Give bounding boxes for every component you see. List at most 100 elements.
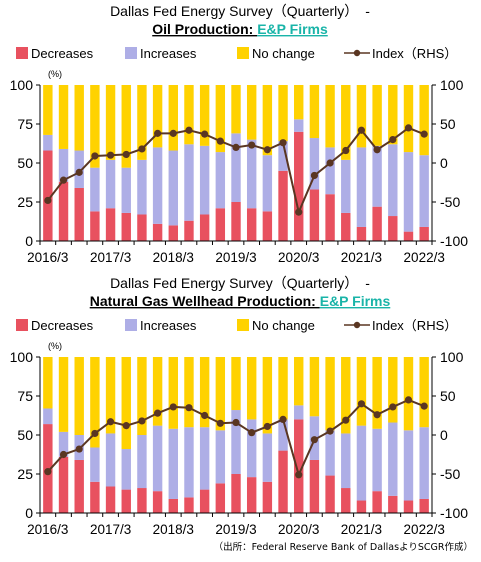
bar-no-change	[58, 357, 69, 432]
bar-no-change	[419, 357, 429, 428]
bar-increases	[278, 141, 288, 171]
bar-no-change	[356, 357, 367, 426]
bar-no-change	[246, 85, 257, 140]
index-point	[216, 137, 224, 145]
bar-no-change	[168, 85, 178, 151]
index-point	[216, 419, 224, 427]
bar-no-change	[419, 85, 429, 156]
bar-decreases	[74, 459, 84, 513]
bar-increases	[388, 422, 398, 496]
bar-no-change	[388, 357, 398, 423]
x-tick-label: 2020/3	[278, 250, 319, 265]
bar-decreases	[137, 214, 147, 241]
left-tick-label: 25	[17, 194, 33, 210]
bar-increases	[278, 419, 288, 451]
right-tick-label: 0	[440, 155, 448, 171]
index-point	[75, 168, 83, 176]
x-tick-label: 2016/3	[27, 250, 68, 265]
index-point	[420, 130, 428, 138]
index-point	[154, 409, 162, 417]
legend-index-marker	[353, 49, 361, 57]
bar-no-change	[90, 357, 100, 448]
chart-title-line1: Dallas Fed Energy Survey（Quarterly） -	[110, 3, 370, 19]
bar-decreases	[168, 498, 178, 513]
bar-no-change	[325, 357, 335, 431]
bar-increases	[137, 435, 147, 489]
bar-increases	[294, 405, 304, 420]
x-tick-label: 2020/3	[278, 522, 319, 537]
bar-decreases	[419, 498, 429, 513]
source-note: （出所：Federal Reserve Bank of DallasよりSCGR…	[213, 542, 473, 553]
bar-increases	[419, 155, 429, 227]
index-point	[295, 471, 303, 479]
index-point	[310, 436, 318, 444]
index-point	[185, 404, 193, 412]
index-point	[389, 403, 397, 411]
bar-no-change	[372, 357, 382, 429]
bar-decreases	[294, 419, 304, 513]
index-point	[44, 196, 52, 205]
bar-no-change	[294, 85, 304, 120]
index-point	[201, 130, 209, 138]
index-point	[373, 411, 381, 419]
bar-no-change	[309, 85, 320, 139]
bar-no-change	[121, 357, 131, 450]
bar-increases	[294, 119, 304, 132]
bar-increases	[43, 134, 53, 151]
bar-no-change	[215, 357, 226, 431]
bar-decreases	[372, 491, 382, 513]
bar-decreases	[262, 211, 273, 241]
index-point	[201, 411, 209, 420]
bar-increases	[90, 167, 100, 212]
index-point	[59, 450, 68, 459]
bar-no-change	[199, 85, 210, 146]
bar-increases	[262, 433, 273, 482]
bar-decreases	[372, 206, 382, 241]
legend-increases-swatch	[125, 319, 137, 331]
legend-no-change-label: No change	[252, 318, 315, 333]
bar-no-change	[43, 357, 53, 409]
bar-increases	[325, 147, 335, 195]
index-point	[106, 418, 115, 426]
left-tick-label: 75	[17, 116, 33, 132]
bar-decreases	[184, 220, 194, 241]
chart-title-line2: Oil Production: E&P Firms	[152, 21, 328, 37]
bar-increases	[356, 147, 367, 227]
x-tick-label: 2019/3	[215, 522, 256, 537]
bar-increases	[58, 148, 69, 182]
legend-decreases-swatch	[16, 319, 28, 331]
legend-decreases-swatch	[16, 47, 28, 59]
bar-no-change	[152, 85, 163, 148]
bar-decreases	[341, 212, 351, 241]
bar-no-change	[325, 85, 335, 148]
bar-no-change	[43, 85, 53, 135]
legend-decreases-label: Decreases	[31, 318, 94, 333]
bar-decreases	[152, 491, 163, 513]
bar-no-change	[74, 85, 84, 151]
x-tick-label: 2022/3	[404, 250, 445, 265]
bar-no-change	[58, 85, 69, 149]
bar-increases	[58, 431, 69, 457]
bar-decreases	[105, 208, 116, 241]
right-tick-label: 0	[440, 427, 448, 443]
x-tick-label: 2021/3	[341, 250, 382, 265]
bar-decreases	[199, 214, 210, 241]
bar-no-change	[231, 85, 241, 134]
bar-increases	[105, 159, 116, 209]
bar-decreases	[105, 486, 116, 513]
x-tick-label: 2017/3	[90, 522, 131, 537]
bar-increases	[262, 155, 273, 212]
legend-increases-swatch	[125, 47, 137, 59]
index-point	[342, 146, 350, 155]
bar-no-change	[74, 357, 84, 435]
left-tick-label: 75	[17, 388, 33, 404]
bar-increases	[184, 144, 194, 221]
right-tick-label: 50	[440, 388, 456, 404]
bar-no-change	[262, 85, 273, 156]
bar-increases	[199, 145, 210, 215]
index-point	[232, 143, 240, 151]
index-point	[106, 151, 115, 159]
bar-increases	[215, 430, 226, 484]
right-tick-label: 50	[440, 116, 456, 132]
bar-no-change	[105, 357, 116, 434]
